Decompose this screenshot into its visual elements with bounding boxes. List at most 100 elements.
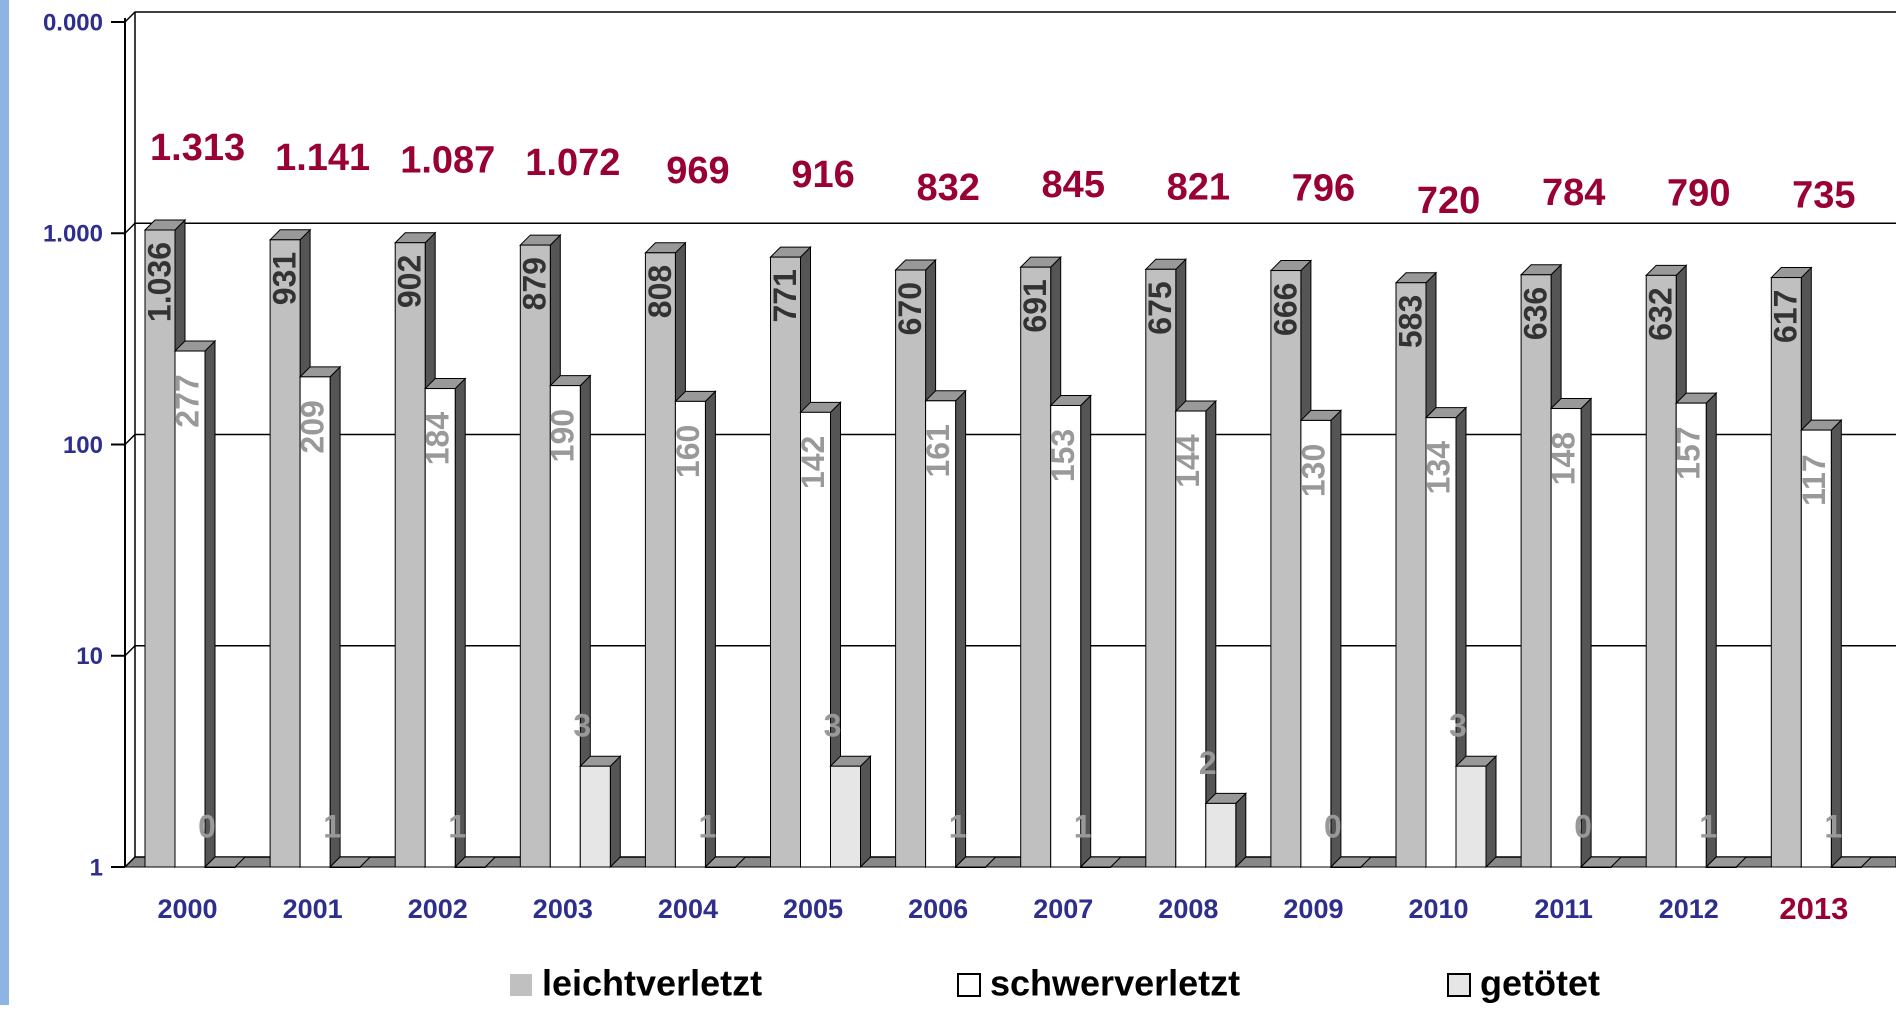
value-label: 3 xyxy=(573,708,591,744)
total-label: 916 xyxy=(791,154,854,196)
x-tick-label: 2000 xyxy=(158,894,218,924)
total-label: 735 xyxy=(1792,175,1855,217)
value-label: 117 xyxy=(1796,454,1832,506)
bar xyxy=(1645,274,1677,868)
value-label: 1 xyxy=(1699,808,1717,844)
x-tick-label: 2011 xyxy=(1534,894,1593,924)
total-label: 832 xyxy=(916,167,979,209)
bar xyxy=(800,411,831,868)
bar-side xyxy=(329,365,341,869)
value-label: 153 xyxy=(1045,429,1081,482)
bar xyxy=(1020,266,1052,868)
total-label: 1.087 xyxy=(400,140,495,182)
total-label: 790 xyxy=(1667,172,1730,214)
bar-side xyxy=(1580,397,1592,869)
value-label: 142 xyxy=(795,436,831,489)
value-label: 1 xyxy=(1074,808,1092,844)
value-label: 632 xyxy=(1643,287,1679,340)
bar xyxy=(704,866,736,868)
bar-side xyxy=(1235,792,1247,869)
bar xyxy=(1300,419,1332,868)
value-label: 3 xyxy=(1449,708,1467,744)
value-label: 277 xyxy=(169,374,205,427)
y-tick-label: 1 xyxy=(90,854,103,881)
value-label: 1 xyxy=(1824,808,1842,844)
value-label: 1.036 xyxy=(141,242,177,322)
value-label: 144 xyxy=(1170,434,1206,488)
value-label: 148 xyxy=(1546,432,1582,485)
total-label: 845 xyxy=(1042,164,1105,206)
value-label: 771 xyxy=(767,269,803,322)
y-tick-label: 0.000 xyxy=(43,9,103,36)
bar-side xyxy=(204,339,216,869)
value-label: 0 xyxy=(1574,808,1592,844)
value-label: 931 xyxy=(267,252,303,305)
y-tick-label: 10 xyxy=(76,643,103,670)
value-label: 0 xyxy=(1324,808,1342,844)
bar xyxy=(579,765,611,868)
value-label: 157 xyxy=(1671,426,1707,479)
y-tick-label: 1.000 xyxy=(43,221,103,248)
bar-side xyxy=(704,390,716,869)
bar xyxy=(644,252,676,868)
bar xyxy=(144,229,176,868)
value-label: 636 xyxy=(1518,287,1554,340)
value-label: 209 xyxy=(295,400,331,453)
bar-side xyxy=(1830,418,1842,869)
y-tick-label: 100 xyxy=(63,432,103,459)
bar xyxy=(1830,866,1862,868)
bar xyxy=(329,866,361,868)
x-tick-label: 2009 xyxy=(1283,894,1343,924)
bar xyxy=(1550,408,1582,868)
x-tick-label: 2013 xyxy=(1779,891,1848,926)
grid-line xyxy=(124,645,1896,657)
bar xyxy=(1580,866,1612,868)
value-label: 675 xyxy=(1142,281,1178,334)
value-label: 902 xyxy=(392,255,428,308)
total-label: 784 xyxy=(1542,172,1605,214)
legend-swatch xyxy=(510,974,532,996)
bar xyxy=(925,400,957,868)
bar xyxy=(299,376,331,868)
bar xyxy=(1205,802,1237,868)
bar xyxy=(1050,404,1082,868)
bar xyxy=(1080,866,1112,868)
bar-side xyxy=(454,377,466,869)
bar xyxy=(394,242,426,868)
x-tick-label: 2007 xyxy=(1033,894,1093,924)
bar xyxy=(1800,429,1832,868)
legend-label: getötet xyxy=(1480,963,1600,1004)
legend-label: schwerverletzt xyxy=(990,963,1240,1004)
bar xyxy=(1675,402,1707,868)
floor xyxy=(123,856,1896,868)
value-label: 184 xyxy=(420,412,456,466)
bar xyxy=(895,269,927,868)
value-label: 0 xyxy=(198,808,216,844)
x-tick-label: 2002 xyxy=(408,894,468,924)
total-label: 821 xyxy=(1167,166,1230,208)
x-tick-label: 2005 xyxy=(783,894,843,924)
value-label: 2 xyxy=(1199,745,1217,781)
x-tick-label: 2008 xyxy=(1158,894,1218,924)
bar-side xyxy=(1485,755,1497,869)
bar xyxy=(770,256,801,868)
total-label: 796 xyxy=(1292,168,1355,210)
value-label: 583 xyxy=(1392,295,1428,348)
bar xyxy=(1145,268,1177,868)
value-label: 617 xyxy=(1768,290,1804,343)
bar xyxy=(1520,274,1552,868)
bar xyxy=(1705,866,1737,868)
bar-side xyxy=(860,755,871,869)
total-label: 1.141 xyxy=(275,137,370,179)
bar-side xyxy=(1080,394,1092,869)
total-label: 1.313 xyxy=(150,127,245,169)
x-tick-label: 2001 xyxy=(283,894,343,924)
x-tick-label: 2003 xyxy=(533,894,593,924)
bar xyxy=(1455,765,1487,868)
bar xyxy=(1425,417,1457,868)
value-label: 1 xyxy=(949,808,967,844)
bar-side xyxy=(1330,409,1342,869)
value-label: 130 xyxy=(1295,444,1331,497)
